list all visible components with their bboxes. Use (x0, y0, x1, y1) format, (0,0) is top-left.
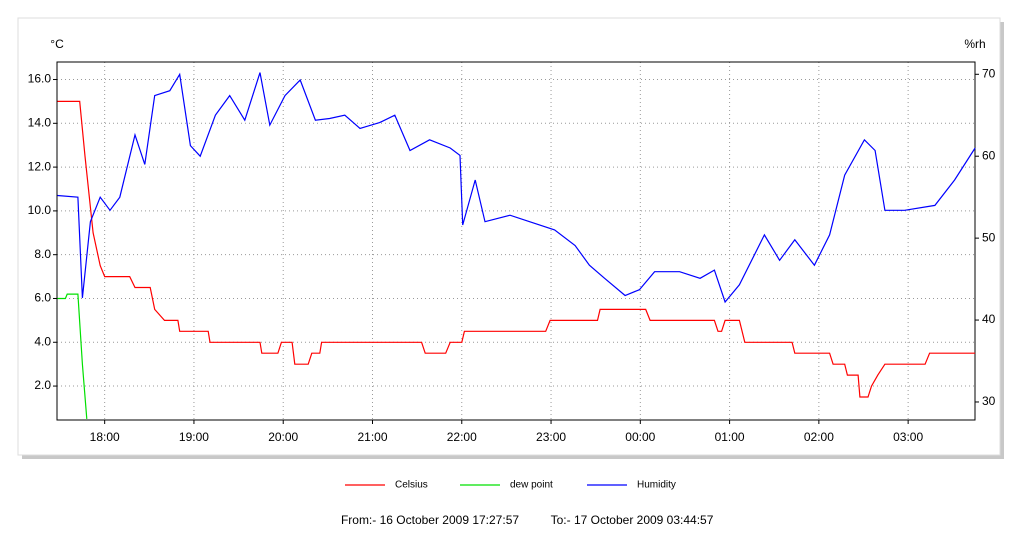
x-tick-label: 22:00 (447, 430, 477, 444)
x-tick-label: 18:00 (90, 430, 120, 444)
y-tick-label: 4.0 (34, 334, 51, 348)
series-line (57, 293, 88, 419)
y-tick-label: 16.0 (28, 72, 52, 86)
x-tick-label: 21:00 (357, 430, 387, 444)
y-tick-label: 10.0 (28, 203, 52, 217)
legend-label: dew point (510, 480, 553, 491)
x-tick-label: 03:00 (893, 430, 923, 444)
y2-tick-label: 50 (982, 230, 996, 244)
plot-frame (56, 61, 976, 421)
y2-tick-label: 40 (982, 312, 996, 326)
y-tick-label: 14.0 (28, 115, 52, 129)
x-tick-label: 02:00 (804, 430, 834, 444)
y2-tick-label: 70 (982, 66, 996, 80)
legend-label: Celsius (395, 480, 428, 491)
footer-from: From:- 16 October 2009 17:27:57 (341, 513, 519, 527)
y2-tick-label: 30 (982, 394, 996, 408)
x-tick-label: 01:00 (715, 430, 745, 444)
x-tick-label: 00:00 (625, 430, 655, 444)
y-tick-label: 12.0 (28, 159, 52, 173)
y-tick-label: 8.0 (34, 247, 51, 261)
legend-label: Humidity (637, 480, 676, 491)
x-tick-label: 19:00 (179, 430, 209, 444)
series-line (57, 100, 976, 398)
y2-axis-label: %rh (964, 37, 985, 51)
x-tick-label: 20:00 (268, 430, 298, 444)
x-tick-label: 23:00 (536, 430, 566, 444)
y2-tick-label: 60 (982, 148, 996, 162)
y-tick-label: 6.0 (34, 291, 51, 305)
panel (17, 17, 1001, 456)
series-line (57, 72, 976, 304)
y-axis-label: °C (50, 37, 64, 51)
y-tick-label: 2.0 (34, 378, 51, 392)
footer-to: To:- 17 October 2009 03:44:57 (551, 513, 714, 527)
